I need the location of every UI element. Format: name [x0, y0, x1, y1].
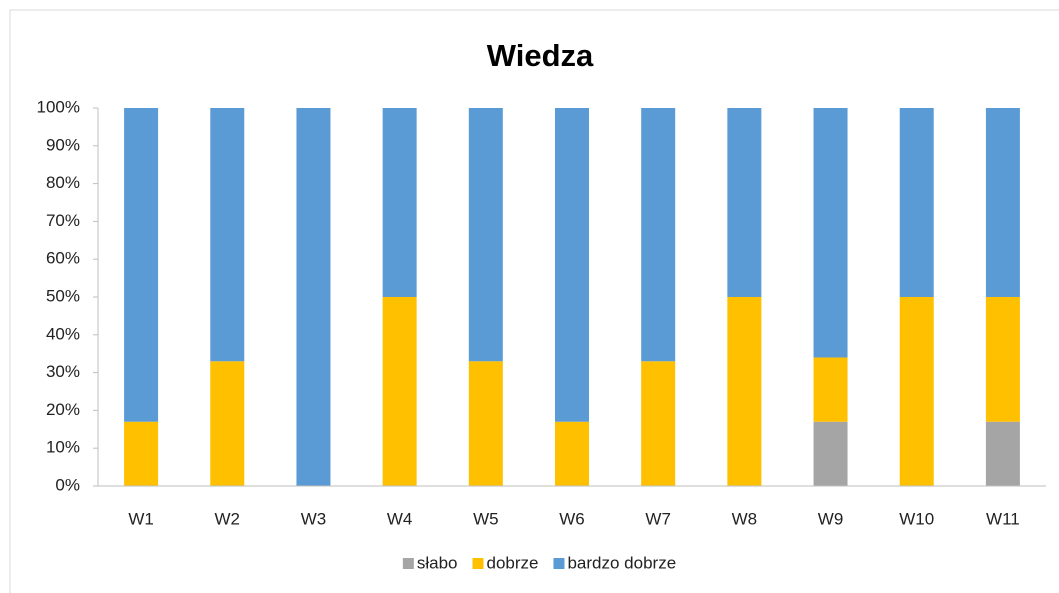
y-tick-label: 0% — [55, 475, 80, 494]
bar-segment — [210, 361, 245, 486]
y-tick-label: 20% — [46, 400, 80, 419]
bar-segment — [813, 108, 848, 358]
legend-swatch — [402, 558, 414, 569]
y-tick-label: 100% — [37, 97, 80, 116]
bar-segment — [641, 108, 676, 362]
legend-label: bardzo dobrze — [567, 553, 676, 572]
bar-segment — [727, 108, 762, 297]
x-tick-label: W8 — [732, 509, 758, 528]
x-tick-label: W2 — [215, 509, 241, 528]
chart-title: Wiedza — [487, 38, 594, 73]
legend-swatch — [472, 558, 484, 569]
x-tick-label: W10 — [899, 509, 934, 528]
bar-segment — [382, 108, 417, 297]
x-tick-label: W6 — [559, 509, 585, 528]
bar-segment — [813, 357, 848, 422]
y-tick-label: 30% — [46, 362, 80, 381]
legend-label: słabo — [417, 553, 458, 572]
bar-segment — [555, 108, 589, 422]
y-tick-label: 10% — [46, 438, 80, 457]
bar-segment — [641, 361, 676, 486]
y-tick-label: 90% — [46, 135, 80, 154]
y-tick-label: 60% — [46, 249, 80, 268]
bar-segment — [124, 108, 159, 422]
x-tick-label: W11 — [986, 509, 1020, 528]
bar-segment — [296, 108, 331, 486]
bar-segment — [899, 108, 934, 297]
bar-segment — [468, 108, 503, 362]
bar-segment — [985, 108, 1020, 297]
y-tick-label: 70% — [46, 211, 80, 230]
legend-swatch — [553, 558, 565, 569]
x-tick-label: W5 — [473, 509, 499, 528]
bar-segment — [985, 297, 1020, 422]
bar-segment — [555, 421, 589, 486]
x-tick-label: W9 — [818, 509, 844, 528]
bar-segment — [727, 297, 762, 486]
x-tick-label: W7 — [645, 509, 671, 528]
bar-segment — [382, 297, 417, 486]
legend-label: dobrze — [486, 553, 538, 572]
bar-segment — [124, 421, 159, 486]
bar-segment — [899, 297, 934, 486]
bar-segment — [985, 421, 1020, 486]
bar-segment — [468, 361, 503, 486]
y-tick-label: 50% — [46, 286, 80, 305]
y-tick-label: 80% — [46, 173, 80, 192]
x-tick-label: W3 — [301, 509, 327, 528]
y-tick-label: 40% — [46, 324, 80, 343]
chart-border — [9, 9, 1059, 593]
bar-segment — [813, 421, 848, 486]
x-tick-label: W4 — [387, 509, 413, 528]
x-tick-label: W1 — [128, 509, 154, 528]
bar-segment — [210, 108, 245, 362]
